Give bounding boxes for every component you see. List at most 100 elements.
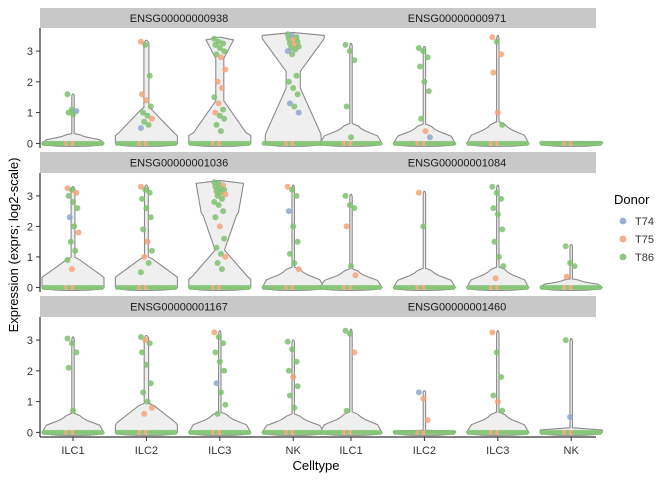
data-point (142, 337, 149, 344)
data-point (284, 48, 291, 55)
data-point (68, 186, 75, 193)
data-point (145, 260, 152, 266)
data-point (286, 392, 293, 399)
data-point (494, 398, 501, 405)
data-point (137, 334, 144, 340)
y-tick-label: 3 (27, 46, 33, 58)
data-point (571, 263, 578, 270)
data-point (499, 226, 506, 233)
data-point (144, 398, 151, 405)
data-point (494, 109, 501, 116)
data-point (172, 284, 178, 291)
data-point (285, 78, 292, 85)
data-point (144, 238, 151, 245)
data-point (562, 337, 569, 344)
x-tick-label: ILC1 (339, 445, 362, 457)
data-point (489, 329, 496, 336)
x-tick-label: NK (564, 445, 580, 457)
data-point (211, 94, 218, 101)
data-point (219, 266, 225, 273)
data-point (72, 247, 79, 254)
data-point (65, 364, 72, 371)
data-point (140, 109, 147, 116)
data-point (351, 349, 358, 356)
data-point (140, 226, 147, 233)
facet-strip-label: ENSG00000001036 (130, 158, 228, 170)
y-tick-label: 0 (27, 427, 33, 439)
data-point (493, 38, 500, 45)
data-point (245, 284, 251, 291)
data-point (214, 192, 221, 199)
data-point (147, 103, 154, 110)
data-point (146, 189, 153, 196)
y-axis-label: Expression (exprs; log2-scale) (6, 158, 21, 333)
data-point (70, 199, 76, 205)
data-point (489, 34, 496, 41)
data-point (147, 380, 154, 387)
data-point (66, 214, 73, 221)
data-point (597, 284, 603, 291)
y-tick-label: 1 (27, 397, 33, 409)
data-point (343, 223, 350, 230)
data-point (490, 205, 497, 212)
data-point (216, 112, 223, 119)
data-point (346, 48, 353, 55)
data-point (143, 97, 150, 104)
data-point (377, 140, 383, 146)
legend-title: Donor (614, 192, 650, 207)
data-point (214, 260, 221, 266)
data-point (212, 214, 219, 221)
data-point (222, 191, 229, 198)
violin-shape (466, 184, 530, 291)
y-tick-label: 1 (27, 108, 33, 120)
data-point (143, 205, 150, 212)
data-point (213, 121, 220, 128)
data-point (425, 88, 432, 95)
data-point (217, 250, 224, 257)
x-tick-label: ILC2 (135, 445, 158, 457)
data-point (221, 367, 228, 374)
data-point (220, 208, 227, 215)
data-point (137, 183, 144, 190)
data-point (145, 121, 152, 128)
violin-shape (114, 39, 178, 147)
data-point (286, 250, 293, 257)
legend-swatch (619, 253, 627, 261)
data-point (450, 429, 456, 435)
data-point (65, 192, 72, 199)
data-point (137, 38, 144, 45)
violin-shape (392, 390, 456, 436)
x-tick-label: ILC3 (486, 445, 509, 457)
data-point (213, 51, 220, 58)
data-point (216, 223, 223, 230)
data-point (221, 235, 228, 242)
data-point (498, 195, 505, 202)
data-point (222, 401, 229, 408)
data-point (291, 103, 298, 110)
violin-shape (539, 244, 603, 291)
data-point (563, 273, 570, 280)
data-point (415, 389, 422, 396)
data-point (142, 41, 149, 48)
data-point (291, 404, 298, 411)
data-point (215, 334, 222, 340)
data-point (137, 125, 144, 131)
data-point (523, 284, 530, 291)
data-point (215, 202, 222, 208)
data-point (217, 54, 224, 61)
data-point (285, 367, 292, 374)
data-point (75, 229, 82, 236)
legend-swatch (619, 235, 627, 243)
violin-shape (539, 337, 603, 436)
data-point (493, 189, 500, 196)
data-point (290, 85, 297, 91)
data-point (426, 134, 433, 141)
data-point (217, 128, 224, 135)
data-point (498, 374, 505, 380)
data-point (212, 41, 219, 48)
data-point (71, 223, 78, 230)
data-point (500, 263, 507, 270)
data-point (139, 349, 145, 356)
data-point (68, 266, 75, 273)
data-point (213, 380, 220, 387)
